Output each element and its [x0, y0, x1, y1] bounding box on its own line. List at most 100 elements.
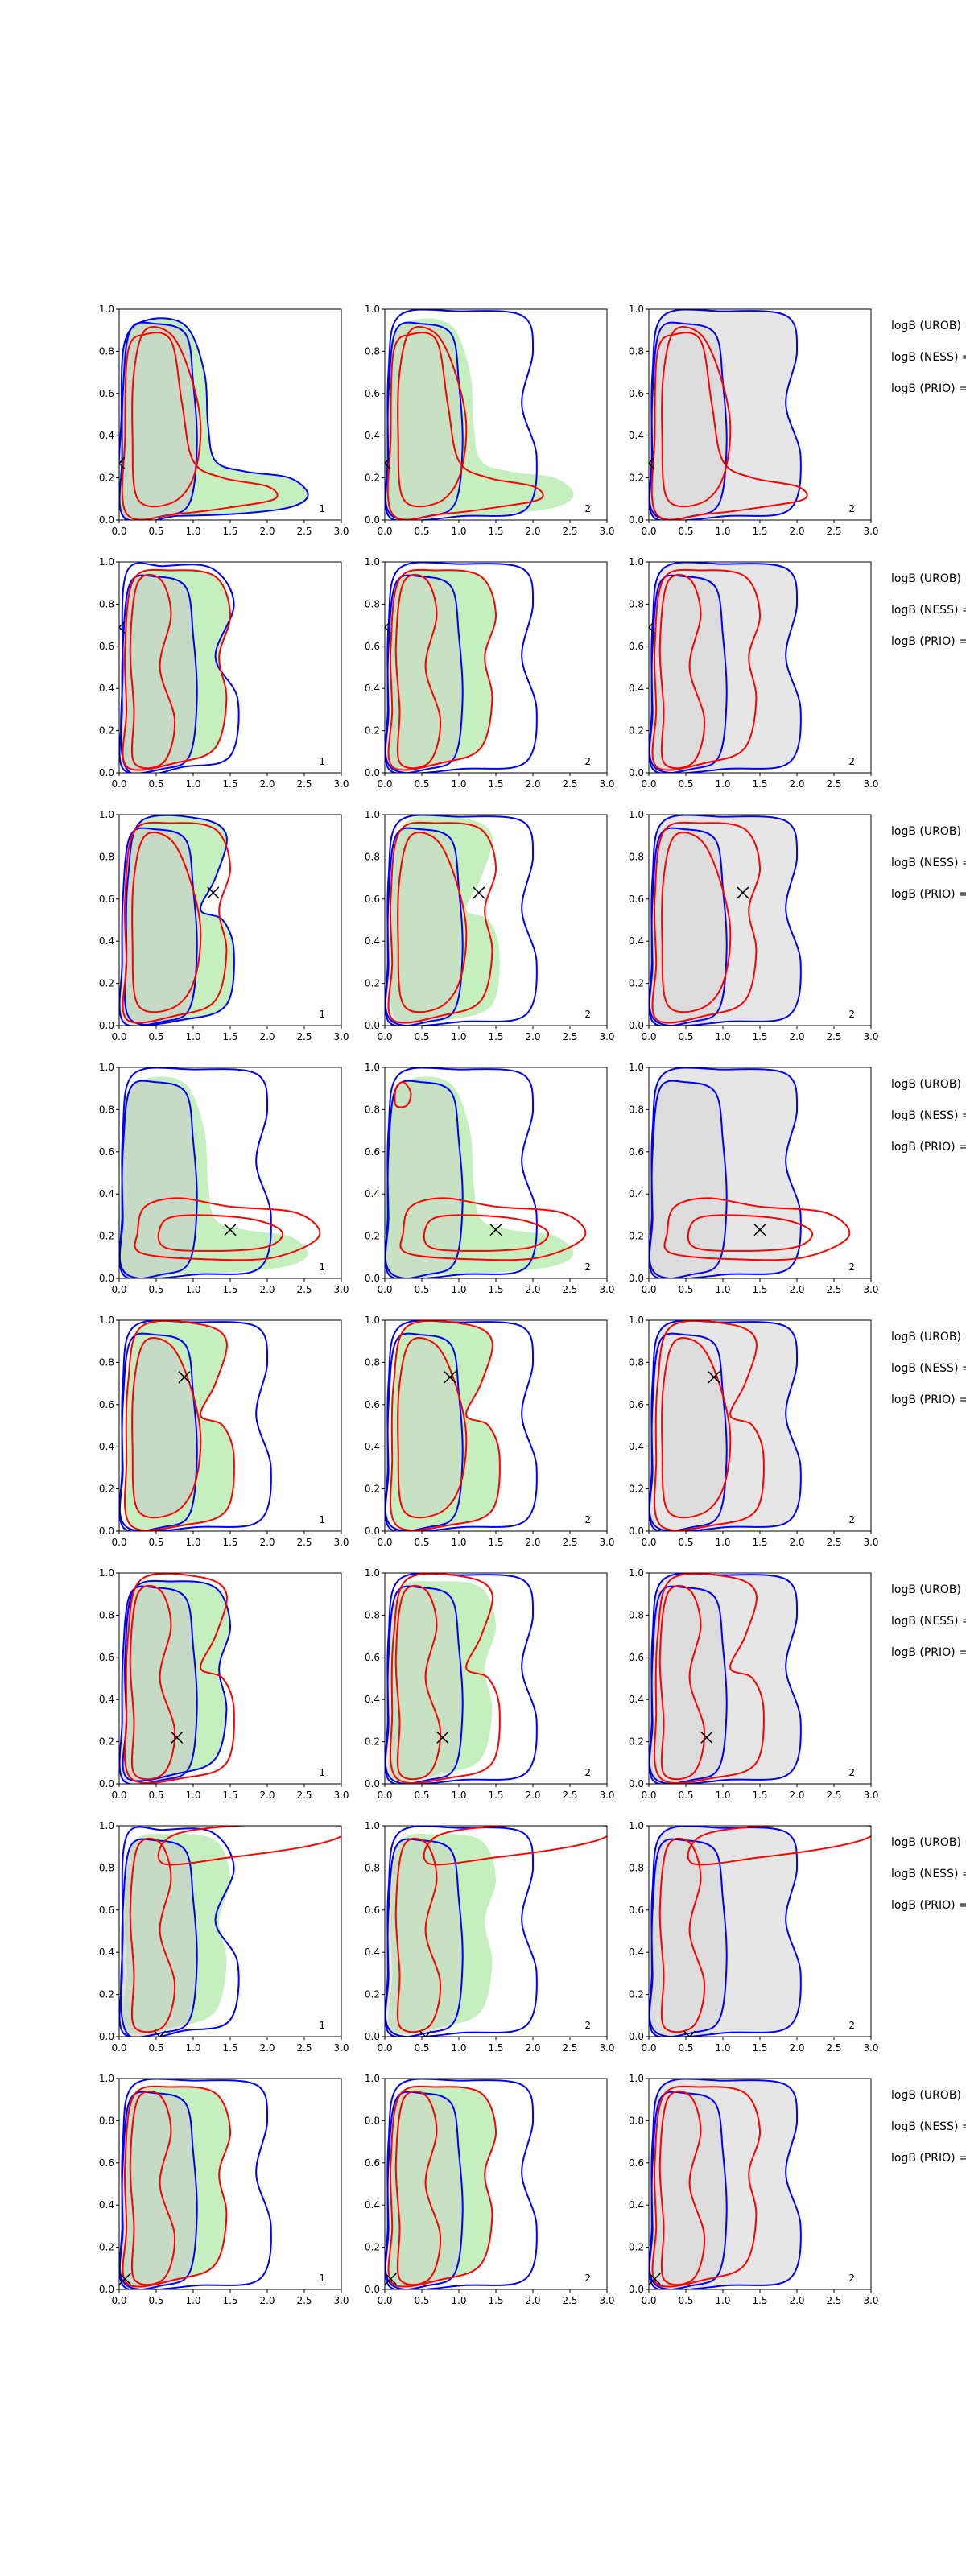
x-tick-label: 0.0 [377, 2295, 392, 2306]
y-tick-label: 0.8 [99, 598, 114, 609]
density-inner-region [119, 2091, 197, 2289]
x-tick-label: 2.5 [562, 1790, 577, 1801]
true-value-marker [649, 2273, 661, 2285]
x-tick-label: 0.5 [678, 778, 693, 790]
red-contour [663, 1197, 851, 1261]
x-tick-label: 0.5 [148, 526, 163, 537]
x-tick-label: 0.5 [148, 1031, 163, 1042]
y-tick-label: 1.0 [99, 556, 114, 568]
panel-r3-c3: 0.0 0.5 1.0 1.5 2.0 2.5 3.0 0.0 0.2 0.4 0.6 0.8 1.0 2 [629, 809, 879, 1042]
red-contour [124, 1320, 235, 1531]
y-tick-label: 0.0 [365, 1020, 380, 1031]
y-tick-label: 0.8 [99, 1104, 114, 1115]
panel-number: 2 [848, 1261, 855, 1273]
y-tick-label: 0.0 [365, 767, 380, 778]
bayes-factor-label: logB (UROB) = [891, 2089, 966, 2102]
bayes-factor-label: logB (NESS) = [891, 351, 966, 364]
x-tick-label: 3.0 [863, 1031, 878, 1042]
x-tick-label: 1.0 [185, 526, 200, 537]
bayes-factor-labels-row-8: logB (UROB) = logB (NESS) = logB (PRIO) = [891, 2089, 966, 2165]
bayes-factor-label: logB (PRIO) = [891, 1646, 966, 1659]
y-tick-label: 0.2 [629, 2242, 644, 2253]
x-tick-label: 0.0 [377, 526, 392, 537]
bayes-factor-labels-row-7: logB (UROB) = logB (NESS) = logB (PRIO) = [891, 1836, 966, 1912]
x-tick-label: 2.5 [296, 2295, 312, 2306]
bayes-factor-label: logB (UROB) = [891, 1331, 966, 1344]
y-tick-label: 0.0 [99, 1273, 114, 1284]
x-tick-label: 0.0 [641, 2295, 656, 2306]
red-contour [650, 332, 808, 520]
red-contour [687, 1826, 871, 1866]
red-contour [651, 568, 762, 771]
bayes-factor-label: logB (PRIO) = [891, 2152, 966, 2165]
x-tick-label: 1.0 [715, 1537, 730, 1548]
y-tick-label: 0.6 [99, 1905, 114, 1916]
y-tick-label: 1.0 [99, 303, 114, 315]
red-contour [658, 1837, 706, 2033]
y-tick-label: 0.2 [99, 725, 114, 737]
panel-r4-c2: 0.0 0.5 1.0 1.5 2.0 2.5 3.0 0.0 0.2 0.4 0.6 0.8 1.0 2 [365, 1062, 615, 1295]
y-tick-label: 0.0 [629, 2031, 644, 2042]
blue-contour [385, 309, 538, 520]
x-tick-label: 2.5 [826, 2295, 841, 2306]
x-tick-label: 0.0 [111, 2042, 126, 2054]
panel-r1-c1: 0.0 0.5 1.0 1.5 2.0 2.5 3.0 0.0 0.2 0.4 0.6 0.8 1.0 1 [99, 303, 349, 537]
y-tick-label: 0.8 [99, 851, 114, 862]
density-inner-region [385, 828, 463, 1026]
x-tick-label: 1.5 [752, 2295, 767, 2306]
red-contour [157, 1214, 284, 1252]
y-tick-label: 0.2 [629, 1484, 644, 1495]
red-contour [394, 1081, 412, 1108]
y-tick-label: 0.6 [629, 2157, 644, 2169]
x-tick-label: 2.5 [562, 1284, 577, 1295]
bayes-factor-label: logB (NESS) = [891, 2120, 966, 2133]
x-tick-label: 2.0 [789, 526, 804, 537]
y-tick-label: 0.0 [629, 2284, 644, 2295]
x-tick-label: 0.5 [678, 526, 693, 537]
x-tick-label: 1.5 [752, 1790, 767, 1801]
x-tick-label: 0.5 [678, 1537, 693, 1548]
x-tick-label: 0.0 [377, 2042, 392, 2054]
y-tick-label: 0.0 [99, 1525, 114, 1537]
density-inner-region [649, 1839, 727, 2037]
panel-number: 2 [848, 2273, 855, 2284]
x-tick-label: 1.5 [488, 778, 503, 790]
red-contour [390, 1320, 501, 1531]
x-tick-label: 0.0 [377, 1284, 392, 1295]
red-contour [423, 1214, 550, 1252]
x-tick-label: 3.0 [333, 1284, 349, 1295]
y-tick-label: 1.0 [99, 1820, 114, 1831]
blue-contour [385, 1573, 538, 1784]
true-value-marker [489, 1224, 502, 1236]
true-value-marker [385, 2273, 397, 2285]
x-tick-label: 1.0 [451, 2042, 466, 2054]
x-tick-label: 2.5 [296, 1790, 312, 1801]
red-contour [661, 1337, 732, 1519]
x-tick-label: 0.5 [678, 1790, 693, 1801]
y-tick-label: 0.4 [629, 683, 644, 694]
x-tick-label: 1.0 [715, 1284, 730, 1295]
density-inner-region [132, 1338, 201, 1518]
panel-r4-c3: 0.0 0.5 1.0 1.5 2.0 2.5 3.0 0.0 0.2 0.4 0.6 0.8 1.0 2 [629, 1062, 879, 1295]
x-tick-label: 1.0 [715, 1790, 730, 1801]
y-tick-label: 0.8 [365, 345, 380, 357]
panel-number: 2 [848, 503, 855, 514]
y-tick-label: 0.0 [365, 514, 380, 526]
x-tick-label: 1.5 [222, 2042, 237, 2054]
y-tick-label: 0.6 [629, 641, 644, 652]
x-tick-label: 0.5 [678, 2042, 693, 2054]
blue-contour [649, 1573, 802, 1784]
y-tick-label: 0.8 [629, 1356, 644, 1368]
x-tick-label: 2.0 [789, 778, 804, 790]
density-fill-region [388, 2086, 497, 2287]
panel-r6-c2: 0.0 0.5 1.0 1.5 2.0 2.5 3.0 0.0 0.2 0.4 0.6 0.8 1.0 2 [365, 1567, 615, 1801]
density-inner-region [385, 1080, 463, 1278]
y-tick-label: 0.6 [365, 2157, 380, 2169]
panel-number: 2 [584, 1767, 591, 1778]
red-contour [654, 1320, 765, 1531]
y-tick-label: 1.0 [365, 556, 380, 568]
y-tick-label: 0.4 [99, 1188, 114, 1199]
x-tick-label: 1.0 [185, 1537, 200, 1548]
y-tick-label: 1.0 [365, 1315, 380, 1326]
y-tick-label: 0.4 [629, 1188, 644, 1199]
